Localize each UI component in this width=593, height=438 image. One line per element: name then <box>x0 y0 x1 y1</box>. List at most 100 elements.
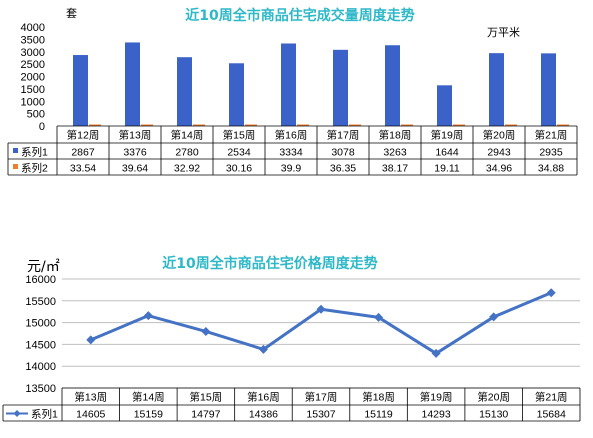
line-y-tick-label: 14000 <box>25 361 56 373</box>
data-label: 30.16 <box>226 163 252 175</box>
line-y-tick-label: 13500 <box>25 383 56 395</box>
data-label: 2534 <box>227 147 251 159</box>
legend-key-series2 <box>13 164 18 169</box>
x-tick-label: 第21周 <box>535 129 568 142</box>
x-tick-label: 第20周 <box>483 129 516 142</box>
legend-key-marker <box>13 410 21 417</box>
data-label: 3078 <box>331 147 355 159</box>
bar-series1 <box>177 57 192 126</box>
x-tick-label: 第20周 <box>477 391 510 404</box>
bar-series2 <box>557 124 569 126</box>
data-label: 15159 <box>134 409 163 421</box>
x-tick-label: 第15周 <box>190 391 223 404</box>
data-label: 15684 <box>537 409 566 421</box>
bar-series1 <box>437 85 452 126</box>
data-label: 39.9 <box>281 163 302 175</box>
line-marker <box>431 348 441 358</box>
bar-plot-area <box>73 42 569 126</box>
bar-series1 <box>281 43 296 126</box>
x-tick-label: 第18周 <box>379 129 412 142</box>
x-tick-label: 第14周 <box>132 391 165 404</box>
bar-series1 <box>125 42 140 126</box>
bar-y-tick-label: 2000 <box>21 72 45 84</box>
legend-label: 系列2 <box>21 162 48 175</box>
line-unit-left: 元/㎡ <box>27 259 60 275</box>
data-label: 14605 <box>76 409 105 421</box>
line-marker <box>374 312 384 322</box>
data-label: 15307 <box>306 409 335 421</box>
data-label: 14386 <box>249 409 278 421</box>
bar-unit-left: 套 <box>66 7 77 20</box>
x-tick-label: 第19周 <box>420 391 453 404</box>
x-tick-label: 第15周 <box>223 129 256 142</box>
line-data-table: 第13周 14605 第14周 15159 第15周 14797 第16周 14386 第17周… <box>2 387 581 422</box>
x-tick-label: 第16周 <box>275 129 308 142</box>
data-label: 14293 <box>422 409 451 421</box>
data-label: 3376 <box>123 147 147 159</box>
bar-y-tick-label: 4000 <box>21 22 45 34</box>
x-tick-label: 第12周 <box>67 129 100 142</box>
data-label: 3263 <box>383 147 407 159</box>
data-label: 34.88 <box>538 163 564 175</box>
line-marker <box>316 304 326 314</box>
line-y-tick-label: 15000 <box>25 318 56 330</box>
x-tick-label: 第18周 <box>362 391 395 404</box>
line-y-tick-label: 15500 <box>25 296 56 308</box>
data-label: 3334 <box>279 147 303 159</box>
x-tick-label: 第13周 <box>119 129 152 142</box>
bar-series2 <box>349 124 361 126</box>
legend-key-series1 <box>13 148 18 153</box>
bar-unit-right: 万平米 <box>487 26 520 39</box>
legend-label: 系列1 <box>21 146 48 159</box>
bar-series2 <box>297 124 309 126</box>
bar-series2 <box>245 124 257 126</box>
line-marker <box>86 335 96 345</box>
bar-series1 <box>541 53 556 126</box>
bar-y-tick-label: 1000 <box>21 96 45 108</box>
bar-y-tick-label: 3000 <box>21 47 45 59</box>
bar-y-tick-label: 2500 <box>21 59 45 71</box>
data-label: 34.96 <box>486 163 512 175</box>
data-label: 19.11 <box>434 163 460 175</box>
line-grid: 13500 14000 14500 15000 15500 16000 <box>25 274 580 395</box>
line-marker <box>546 288 556 298</box>
data-label: 2867 <box>71 147 95 159</box>
x-tick-label: 第14周 <box>171 129 204 142</box>
bar-series2 <box>505 124 517 126</box>
data-label: 2780 <box>175 147 199 159</box>
bar-series1 <box>229 63 244 126</box>
data-label: 36.35 <box>330 163 356 175</box>
data-label: 15119 <box>364 409 393 421</box>
data-label: 33.54 <box>70 163 96 175</box>
line-y-tick-label: 14500 <box>25 339 56 351</box>
data-label: 1644 <box>435 147 459 159</box>
line-marker <box>489 312 499 322</box>
line-y-tick-label: 16000 <box>25 274 56 286</box>
x-tick-label: 第16周 <box>247 391 280 404</box>
bar-y-tick-label: 1500 <box>21 84 45 96</box>
data-label: 2935 <box>539 147 563 159</box>
data-label: 32.92 <box>174 163 200 175</box>
bar-series2 <box>193 124 205 126</box>
data-label: 14797 <box>191 409 220 421</box>
x-tick-label: 第13周 <box>74 391 107 404</box>
line-marker <box>143 311 153 321</box>
bar-series1 <box>385 45 400 126</box>
bar-series2 <box>141 124 153 126</box>
line-marker <box>201 326 211 336</box>
x-tick-label: 第17周 <box>327 129 360 142</box>
legend-label: 系列1 <box>31 408 58 421</box>
data-label: 2943 <box>487 147 511 159</box>
x-tick-label: 第17周 <box>305 391 338 404</box>
line-plot-area <box>86 288 556 358</box>
bar-series2 <box>453 124 465 126</box>
data-label: 38.17 <box>382 163 408 175</box>
bar-series1 <box>333 49 348 126</box>
bar-series2 <box>401 124 413 126</box>
bar-data-table: 第12周 2867 33.54 第13周 3376 39.64 第14周 2780 32.92 第… <box>7 125 578 176</box>
bar-y-tick-label: 0 <box>39 121 45 133</box>
data-label: 39.64 <box>122 163 148 175</box>
bar-series1 <box>73 55 88 126</box>
